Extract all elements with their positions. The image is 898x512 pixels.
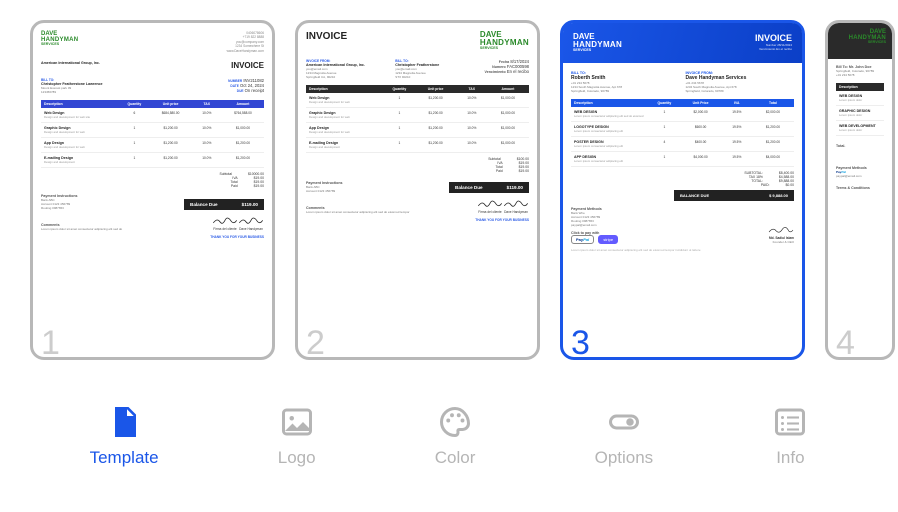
list-icon [772,404,808,440]
template-card-4[interactable]: 4 DAVE HANDYMAN SERVICES Bill To: Mr. Jo… [825,20,895,360]
tab-info[interactable]: Info [772,404,808,468]
tab-label: Template [90,448,159,468]
template-number: 1 [41,324,60,363]
company-name: American International Group, Inc. [41,61,100,70]
tab-color[interactable]: Color [435,404,476,468]
template-number: 4 [836,324,855,360]
banner: DAVE HANDYMAN SERVICES INVOICE Number 28… [563,23,802,63]
tab-label: Logo [278,448,316,468]
contact-info: 0406078606+719 822 8888you@company.com12… [227,31,264,53]
stripe-badge: stripe [598,235,618,244]
tab-label: Options [595,448,654,468]
template-number: 3 [571,324,590,363]
line-items-table: DescriptionQuantityUnit priceTAXAmount W… [306,85,529,153]
tab-template[interactable]: Template [90,404,159,468]
tab-options[interactable]: Options [595,404,654,468]
template-gallery: 1 DAVE HANDYMAN SERVICES 0406078606+719 … [0,0,898,380]
tab-logo[interactable]: Logo [278,404,316,468]
tab-label: Color [435,448,476,468]
tab-label: Info [776,448,804,468]
palette-icon [437,404,473,440]
image-icon [279,404,315,440]
bottom-tabs: Template Logo Color Options Info [0,380,898,480]
thanks-message: THANK YOU FOR YOUR BUSINESS [41,235,264,239]
line-items-table: DescriptionQuantityUnit priceTAXAmount W… [41,100,264,168]
balance-due: Balance Due$119.00 [184,199,264,210]
company-logo: DAVE HANDYMAN SERVICES [480,31,529,51]
document-icon [106,404,142,440]
line-items-table: DescriptionQuantityUnit PriceIVATotal WE… [571,99,794,167]
toggle-icon [606,404,642,440]
template-card-2[interactable]: 2 INVOICE DAVE HANDYMAN SERVICES INVOICE… [295,20,540,360]
template-card-3[interactable]: 3 DAVE HANDYMAN SERVICES INVOICE Number … [560,20,805,360]
company-logo: DAVE HANDYMAN SERVICES [41,31,78,47]
company-logo: DAVE HANDYMAN SERVICES [849,29,886,53]
balance-due: Balance Due$119.00 [449,182,529,193]
template-card-1[interactable]: 1 DAVE HANDYMAN SERVICES 0406078606+719 … [30,20,275,360]
template-number: 2 [306,324,325,363]
thanks-message: THANK YOU FOR YOUR BUSINESS [306,218,529,222]
invoice-heading: INVOICE [306,31,347,42]
invoice-heading: INVOICE [231,61,264,70]
paypal-badge: PayPal [571,235,594,244]
